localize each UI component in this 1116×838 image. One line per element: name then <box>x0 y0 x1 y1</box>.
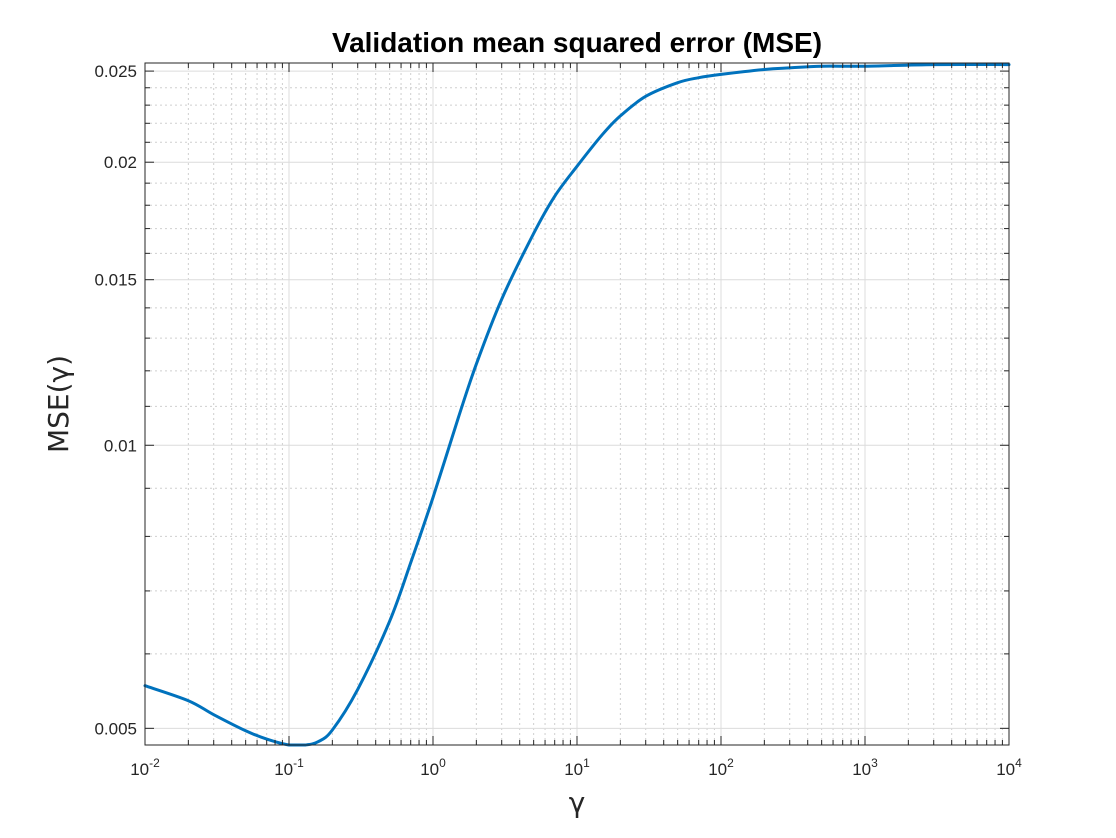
x-tick-label: 102 <box>708 756 734 779</box>
y-tick-label: 0.01 <box>104 436 137 455</box>
x-tick-label: 101 <box>564 756 590 779</box>
chart-title: Validation mean squared error (MSE) <box>332 27 822 58</box>
x-tick-label: 10-2 <box>130 756 160 779</box>
y-tick-label: 0.025 <box>94 62 137 81</box>
y-axis-label: MSE(γ) <box>42 355 75 453</box>
y-tick-labels: 0.005 0.01 0.015 0.02 0.025 <box>94 62 137 738</box>
y-tick-label: 0.02 <box>104 153 137 172</box>
x-tick-label: 104 <box>996 756 1022 779</box>
x-tick-label: 10-1 <box>274 756 304 779</box>
x-tick-labels: 10-2 10-1 100 101 102 103 104 <box>130 756 1022 779</box>
y-tick-label: 0.005 <box>94 719 137 738</box>
x-axis-label: γ <box>569 786 586 819</box>
x-tick-label: 100 <box>420 756 446 779</box>
y-tick-label: 0.015 <box>94 271 137 290</box>
tick-marks <box>144 63 1010 745</box>
x-tick-label: 103 <box>852 756 878 779</box>
